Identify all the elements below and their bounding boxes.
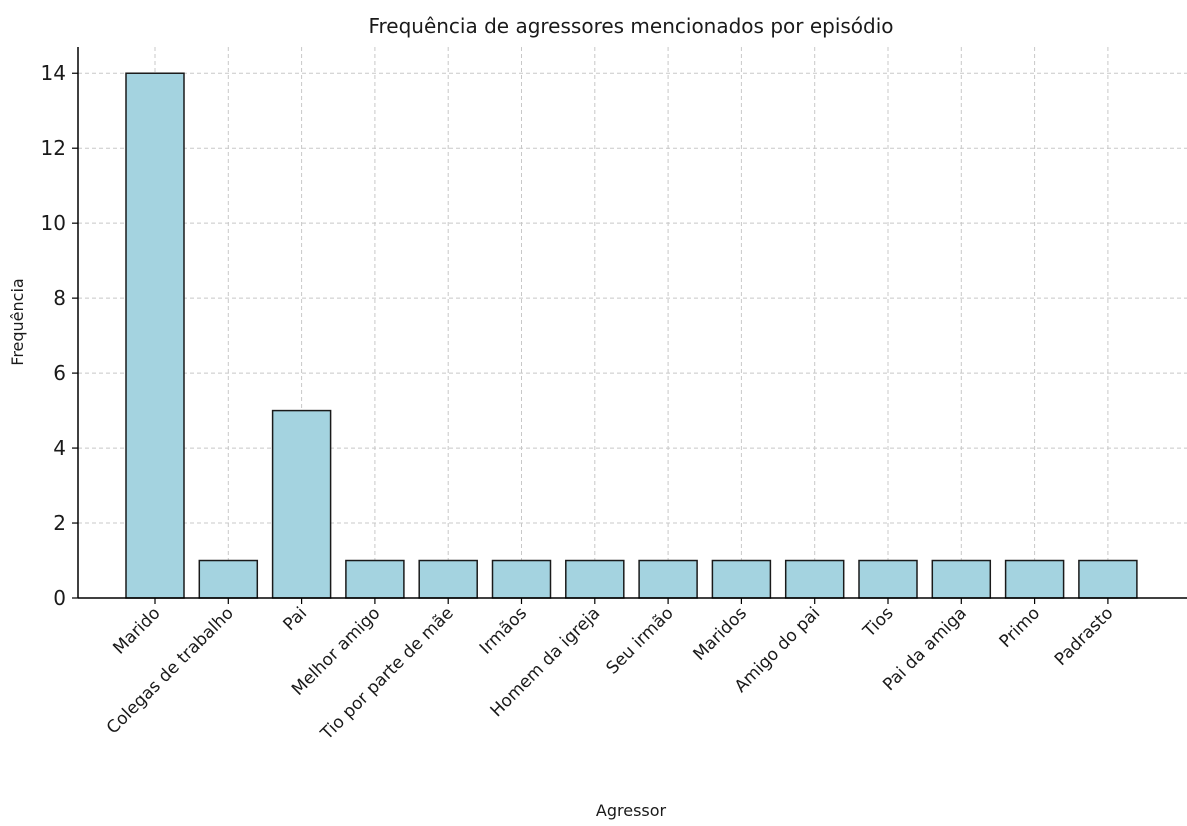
x-tick-label: Marido	[109, 603, 164, 658]
x-tick-label: Padrasto	[1051, 603, 1117, 669]
bar-1	[198, 559, 259, 599]
x-tick-label: Colegas de trabalho	[103, 603, 238, 738]
y-tick-label: 14	[41, 61, 66, 85]
x-tick-label: Seu irmão	[603, 603, 678, 678]
y-tick-label: 4	[53, 436, 66, 460]
bar-4	[418, 559, 478, 599]
bar-10	[858, 559, 918, 599]
x-tick-label: Primo	[996, 603, 1045, 652]
x-tick-label: Tios	[859, 603, 898, 642]
bar-5	[491, 559, 552, 599]
x-tick-label: Tio por parte de mãe	[316, 603, 457, 744]
y-tick-labels: 0 2 4 6 8 10 12 14	[41, 61, 66, 610]
bar-13	[1078, 559, 1138, 599]
bar-2	[271, 409, 332, 599]
y-tick-label: 10	[41, 211, 66, 235]
bar-7	[638, 559, 698, 599]
x-tick-label: Irmãos	[476, 603, 531, 658]
bar-3	[345, 559, 405, 599]
x-axis-title: Agressor	[596, 801, 667, 820]
bar-8	[711, 559, 772, 599]
y-tick-label: 8	[53, 286, 66, 310]
axes	[72, 47, 1187, 604]
bars	[125, 72, 1138, 599]
chart-title: Frequência de agressores mencionados por…	[368, 14, 893, 38]
y-tick-label: 6	[53, 361, 66, 385]
bar-6	[565, 559, 625, 599]
y-tick-label: 12	[41, 136, 66, 160]
y-tick-label: 0	[53, 586, 66, 610]
bar-9	[784, 559, 845, 599]
bar-0	[125, 72, 185, 599]
x-tick-label: Maridos	[690, 603, 752, 665]
grid	[78, 47, 1187, 598]
bar-11	[931, 559, 992, 599]
x-tick-label: Pai	[280, 603, 312, 635]
y-axis-title: Frequência	[8, 278, 27, 365]
y-tick-label: 2	[53, 511, 66, 535]
bar-12	[1004, 559, 1065, 599]
